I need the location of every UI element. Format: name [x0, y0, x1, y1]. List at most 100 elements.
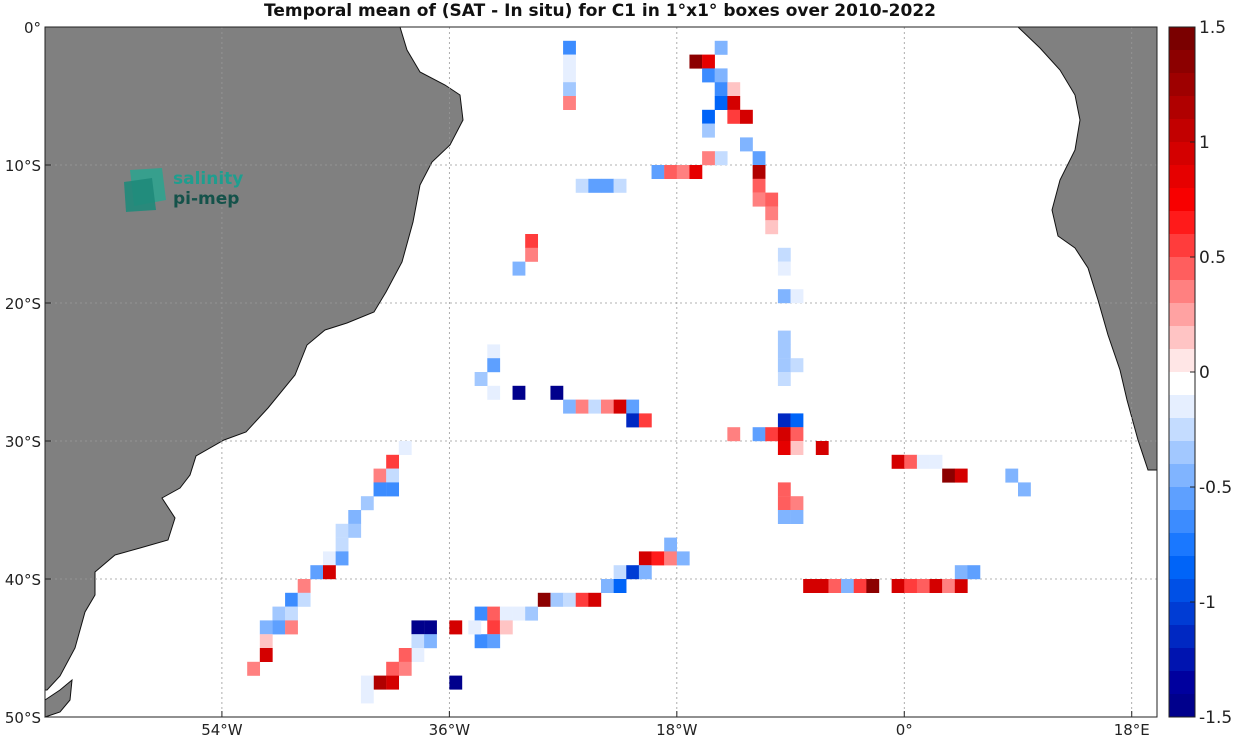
heatmap-cell [373, 468, 387, 483]
heatmap-cell [487, 344, 501, 359]
heatmap-cell [424, 620, 437, 635]
colorbar-tick-label: 0.5 [1199, 248, 1226, 268]
heatmap-cell [386, 675, 400, 690]
heatmap-cell [588, 592, 602, 607]
y-tick-labels: 0° 10°S 20°S 30°S 40°S 50°S [5, 19, 51, 727]
heatmap-cell [689, 54, 703, 69]
colorbar-segment [1169, 395, 1195, 419]
heatmap-cell [348, 523, 362, 538]
heatmap-cell [575, 592, 589, 607]
heatmap-cell [525, 247, 539, 262]
heatmap-cell [613, 399, 627, 414]
colorbar-segment [1169, 625, 1195, 649]
heatmap-cell [727, 427, 741, 442]
heatmap-cell [487, 385, 501, 400]
heatmap-cell [398, 661, 412, 676]
heatmap-cell [916, 579, 930, 593]
heatmap-cell [588, 178, 602, 193]
colorbar-segment [1169, 27, 1195, 51]
heatmap-cell [335, 537, 349, 552]
y-tick-label: 10°S [5, 157, 41, 175]
heatmap-cell [563, 54, 576, 69]
heatmap-cell [714, 82, 728, 97]
axes-frame [44, 26, 1158, 718]
heatmap-cell [777, 372, 791, 386]
heatmap-cell [942, 468, 956, 483]
colorbar-segment [1169, 280, 1195, 304]
heatmap-cell [702, 151, 715, 166]
heatmap-cell [588, 399, 602, 414]
heatmap-cell [777, 510, 791, 524]
heatmap-cell [386, 482, 400, 497]
heatmap-cell [765, 220, 779, 235]
colorbar-segment [1169, 556, 1195, 580]
heatmap-cell [790, 358, 804, 373]
heatmap-cell [752, 165, 766, 179]
heatmap-cells [247, 40, 1031, 704]
heatmap-cell [285, 606, 298, 621]
heatmap-cell [714, 68, 728, 83]
heatmap-cell [777, 289, 791, 304]
heatmap-cell [777, 247, 791, 262]
colorbar-segment [1169, 234, 1195, 258]
colorbar-segment [1169, 441, 1195, 465]
heatmap-cell [323, 565, 336, 580]
heatmap-cell [777, 330, 791, 345]
colorbar-segment [1169, 73, 1195, 97]
heatmap-cell [777, 413, 791, 428]
heatmap-cell [601, 178, 614, 193]
heatmap-cell [360, 675, 374, 690]
heatmap-cell [752, 192, 766, 207]
heatmap-cell [272, 620, 286, 635]
heatmap-cell [790, 441, 804, 455]
y-tick-label: 20°S [5, 295, 41, 313]
heatmap-cell [790, 289, 804, 304]
heatmap-cell [626, 399, 640, 414]
heatmap-cell [777, 441, 791, 455]
heatmap-cell [487, 358, 501, 373]
colorbar-segment [1169, 487, 1195, 511]
colorbar-segment [1169, 50, 1195, 74]
heatmap-cell [474, 372, 488, 386]
heatmap-cell [651, 165, 665, 179]
colorbar-tick-label: 0 [1199, 363, 1210, 383]
heatmap-cell [777, 358, 791, 373]
heatmap-cell [702, 54, 715, 69]
heatmap-cell [323, 551, 336, 566]
x-tick-label: 18°W [656, 721, 698, 739]
heatmap-cell [689, 165, 703, 179]
heatmap-cell [954, 468, 968, 483]
heatmap-cell [929, 454, 943, 469]
heatmap-cell [752, 151, 766, 166]
heatmap-cell [702, 109, 715, 124]
heatmap-cell [411, 634, 425, 649]
heatmap-cell [929, 579, 943, 593]
heatmap-cell [1005, 468, 1019, 483]
colorbar-tick-label: -1.5 [1199, 708, 1232, 728]
heatmap-cell [815, 441, 829, 455]
heatmap-cell [676, 165, 690, 179]
heatmap-cell [398, 648, 412, 662]
colorbar-segment [1169, 418, 1195, 442]
heatmap-cell [740, 109, 753, 124]
heatmap-cell [348, 510, 362, 524]
heatmap-cell [563, 82, 576, 97]
heatmap-cell [777, 427, 791, 442]
heatmap-cell [601, 579, 614, 593]
heatmap-cell [803, 579, 817, 593]
colorbar-segment [1169, 119, 1195, 143]
logo-line1: salinity [173, 169, 243, 189]
heatmap-cell [891, 579, 905, 593]
heatmap-cell [790, 413, 804, 428]
heatmap-cell [638, 565, 652, 580]
x-tick-label: 0° [896, 721, 913, 739]
heatmap-cell [790, 510, 804, 524]
heatmap-cell [1018, 482, 1031, 497]
heatmap-cell [954, 565, 968, 580]
heatmap-cell [373, 482, 387, 497]
heatmap-cell [790, 496, 804, 511]
heatmap-cell [866, 579, 880, 593]
heatmap-cell [259, 634, 273, 649]
colorbar-segment [1169, 349, 1195, 373]
